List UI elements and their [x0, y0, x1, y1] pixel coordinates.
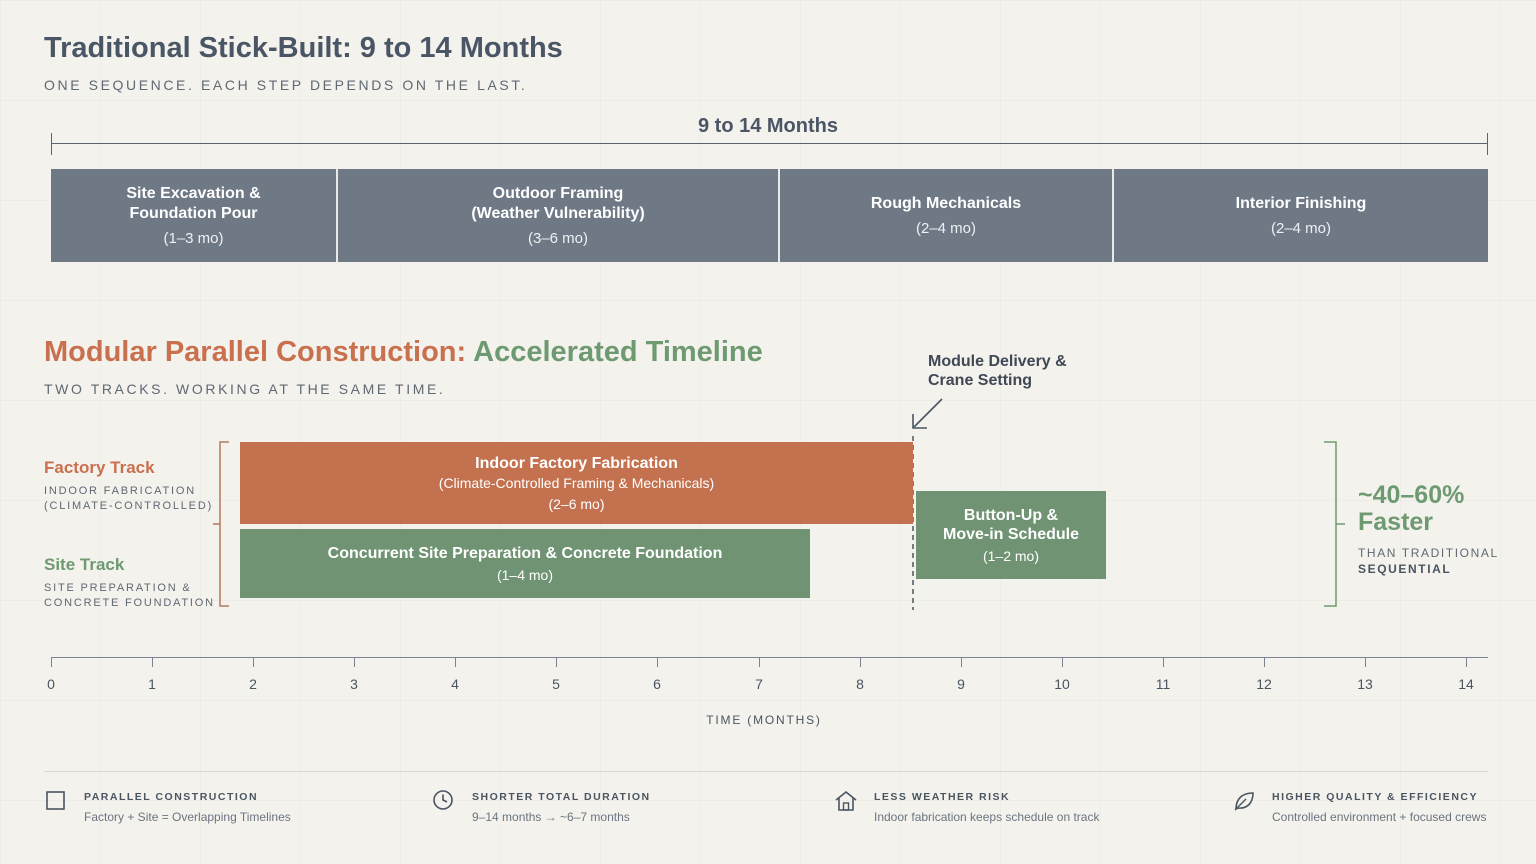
- feature-title: HIGHER QUALITY & EFFICIENCY: [1272, 791, 1478, 803]
- clock-icon: [433, 790, 453, 810]
- axis-tick-label: 1: [148, 676, 156, 692]
- axis-tick: [1163, 657, 1164, 667]
- traditional-title: Traditional Stick-Built: 9 to 14 Months: [44, 32, 563, 64]
- home-icon: [835, 790, 857, 811]
- axis-tick-label: 9: [957, 676, 965, 692]
- axis-tick-label: 7: [755, 676, 763, 692]
- span-start-tick: [51, 133, 52, 155]
- delivery-arrow-icon: [912, 398, 943, 429]
- phase-duration: (2–4 mo): [915, 220, 977, 237]
- phase-title: Outdoor Framing (Weather Vulnerability): [471, 185, 645, 222]
- bar-duration: (1–2 mo): [982, 548, 1040, 564]
- axis-tick: [354, 657, 355, 667]
- button-up-bar: Button-Up & Move-in Schedule (1–2 mo): [916, 491, 1106, 579]
- bar-subtitle: (Climate-Controlled Framing & Mechanical…: [438, 475, 715, 491]
- axis-tick: [657, 657, 658, 667]
- axis-tick: [152, 657, 153, 667]
- modular-subtitle: TWO TRACKS. WORKING AT THE SAME TIME.: [44, 381, 446, 397]
- traditional-subtitle: ONE SEQUENCE. EACH STEP DEPENDS ON THE L…: [44, 77, 528, 93]
- phase-site-excavation: Site Excavation & Foundation Pour (1–3 m…: [51, 169, 338, 262]
- axis-tick: [253, 657, 254, 667]
- time-axis-title: TIME (MONTHS): [706, 713, 822, 727]
- axis-tick-label: 12: [1256, 676, 1272, 692]
- axis-tick: [860, 657, 861, 667]
- axis-tick: [961, 657, 962, 667]
- axis-tick-label: 2: [249, 676, 257, 692]
- bar-duration: (1–4 mo): [496, 567, 554, 583]
- feature-title: LESS WEATHER RISK: [874, 791, 1011, 803]
- phase-duration: (2–4 mo): [1270, 220, 1332, 237]
- feature-quality: [1232, 789, 1256, 818]
- phase-rough-mechanicals: Rough Mechanicals (2–4 mo): [780, 169, 1114, 262]
- square-icon: [46, 791, 65, 810]
- axis-tick-label: 0: [47, 676, 55, 692]
- feature-parallel-construction: [44, 789, 68, 818]
- feature-desc: Controlled environment + focused crews: [1272, 810, 1487, 824]
- right-bracket: [1324, 441, 1337, 607]
- left-bracket: [219, 441, 229, 607]
- feature-desc: Indoor fabrication keeps schedule on tra…: [874, 810, 1100, 824]
- phase-duration: (3–6 mo): [527, 230, 589, 247]
- feature-title: PARALLEL CONSTRUCTION: [84, 791, 259, 803]
- axis-tick-label: 11: [1155, 676, 1171, 692]
- axis-tick-label: 4: [451, 676, 459, 692]
- axis-tick-label: 13: [1357, 676, 1373, 692]
- axis-tick: [1264, 657, 1265, 667]
- axis-tick-label: 14: [1458, 676, 1474, 692]
- footer-divider: [44, 771, 1488, 772]
- axis-tick-label: 3: [350, 676, 358, 692]
- phase-duration: (1–3 mo): [163, 230, 224, 247]
- feature-desc: Factory + Site = Overlapping Timelines: [84, 810, 291, 824]
- faster-sub1: THAN TRADITIONAL: [1358, 546, 1499, 560]
- traditional-span-line: [51, 143, 1488, 144]
- site-preparation-bar: Concurrent Site Preparation & Concrete F…: [240, 529, 810, 598]
- factory-track-name: Factory Track: [44, 458, 155, 477]
- site-track-name: Site Track: [44, 555, 125, 574]
- feature-shorter-duration: [432, 789, 456, 818]
- axis-tick: [556, 657, 557, 667]
- bar-title: Concurrent Site Preparation & Concrete F…: [327, 545, 723, 562]
- modular-title: Modular Parallel Construction: Accelerat…: [44, 336, 763, 369]
- axis-tick: [51, 657, 52, 667]
- modular-title-part2: Accelerated Timeline: [473, 336, 763, 368]
- feature-weather-risk: [834, 789, 858, 818]
- axis-tick-label: 5: [552, 676, 560, 692]
- span-end-tick: [1487, 133, 1488, 155]
- leaf-icon: [1234, 792, 1254, 811]
- traditional-sequence-bar: Site Excavation & Foundation Pour (1–3 m…: [51, 169, 1488, 262]
- axis-tick-label: 6: [653, 676, 661, 692]
- phase-title: Rough Mechanicals: [870, 195, 1022, 212]
- site-track-desc: SITE PREPARATION & CONCRETE FOUNDATION: [44, 582, 215, 609]
- faster-value: ~40–60% Faster: [1358, 481, 1465, 536]
- module-delivery-label: Module Delivery & Crane Setting: [928, 353, 1067, 389]
- phase-title: Site Excavation & Foundation Pour: [126, 185, 261, 222]
- axis-tick: [1062, 657, 1063, 667]
- axis-tick-label: 10: [1054, 676, 1070, 692]
- feature-desc: 9–14 months → ~6–7 months: [472, 810, 630, 824]
- axis-tick-label: 8: [856, 676, 864, 692]
- phase-interior-finishing: Interior Finishing (2–4 mo): [1114, 169, 1488, 262]
- traditional-span-label: 9 to 14 Months: [697, 115, 838, 137]
- modular-title-part1: Modular Parallel Construction:: [44, 336, 467, 368]
- factory-track-desc: INDOOR FABRICATION (CLIMATE-CONTROLLED): [44, 485, 214, 512]
- axis-tick: [759, 657, 760, 667]
- bar-title: Indoor Factory Fabrication: [475, 455, 678, 472]
- faster-sub2: SEQUENTIAL: [1358, 562, 1452, 576]
- feature-title: SHORTER TOTAL DURATION: [472, 791, 651, 803]
- factory-fabrication-bar: Indoor Factory Fabrication (Climate-Cont…: [240, 442, 913, 524]
- bar-duration: (2–6 mo): [548, 496, 605, 512]
- phase-title: Interior Finishing: [1235, 195, 1367, 212]
- axis-tick: [1466, 657, 1467, 667]
- faster-subtitle: THAN TRADITIONAL SEQUENTIAL: [1358, 545, 1499, 577]
- axis-tick: [455, 657, 456, 667]
- time-axis-line: [51, 657, 1488, 658]
- axis-tick: [1365, 657, 1366, 667]
- phase-outdoor-framing: Outdoor Framing (Weather Vulnerability) …: [338, 169, 780, 262]
- bar-title: Button-Up & Move-in Schedule: [942, 507, 1080, 543]
